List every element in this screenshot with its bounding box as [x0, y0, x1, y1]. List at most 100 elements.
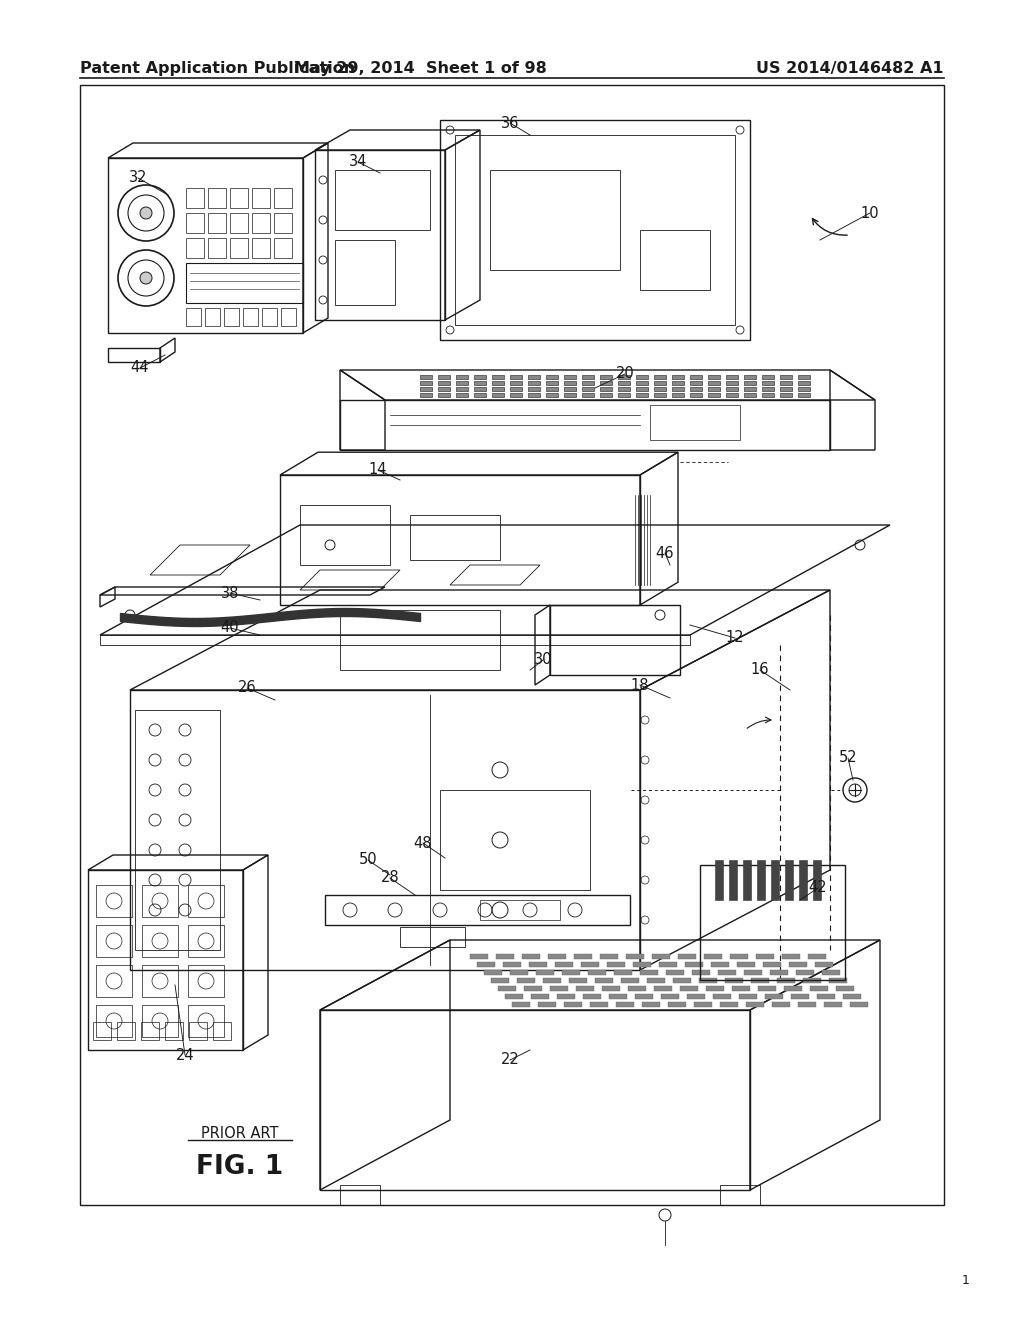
Polygon shape: [564, 393, 575, 397]
Polygon shape: [618, 393, 630, 397]
Polygon shape: [438, 381, 450, 385]
Bar: [548, 954, 566, 960]
Polygon shape: [798, 375, 810, 379]
Polygon shape: [474, 375, 486, 379]
Polygon shape: [618, 381, 630, 385]
Text: 34: 34: [349, 154, 368, 169]
Polygon shape: [528, 393, 540, 397]
Polygon shape: [636, 387, 648, 391]
Bar: [705, 954, 722, 960]
Polygon shape: [528, 381, 540, 385]
Text: 40: 40: [221, 620, 240, 635]
Bar: [564, 1002, 582, 1007]
Bar: [798, 1002, 816, 1007]
Text: 28: 28: [381, 870, 399, 886]
Text: 32: 32: [129, 170, 147, 186]
Bar: [614, 970, 632, 975]
Bar: [569, 978, 587, 983]
Bar: [813, 861, 821, 900]
Text: US 2014/0146482 A1: US 2014/0146482 A1: [757, 61, 944, 75]
Bar: [732, 986, 750, 991]
Polygon shape: [672, 393, 684, 397]
Bar: [581, 962, 599, 968]
Polygon shape: [798, 387, 810, 391]
Bar: [470, 954, 488, 960]
Bar: [815, 962, 833, 968]
Bar: [744, 970, 762, 975]
Polygon shape: [726, 387, 738, 391]
Polygon shape: [780, 375, 792, 379]
Polygon shape: [510, 381, 522, 385]
Bar: [543, 978, 561, 983]
Polygon shape: [600, 387, 612, 391]
Bar: [517, 978, 535, 983]
Polygon shape: [510, 375, 522, 379]
Polygon shape: [654, 375, 666, 379]
Polygon shape: [546, 393, 558, 397]
Text: Patent Application Publication: Patent Application Publication: [80, 61, 355, 75]
Bar: [484, 970, 502, 975]
Bar: [595, 978, 613, 983]
Polygon shape: [798, 393, 810, 397]
Polygon shape: [762, 381, 774, 385]
Bar: [666, 970, 684, 975]
Polygon shape: [456, 381, 468, 385]
Polygon shape: [708, 387, 720, 391]
Polygon shape: [672, 375, 684, 379]
Bar: [662, 994, 679, 999]
Text: 46: 46: [655, 545, 674, 561]
Bar: [829, 978, 847, 983]
Bar: [680, 986, 698, 991]
Bar: [668, 1002, 686, 1007]
Polygon shape: [546, 375, 558, 379]
Bar: [715, 861, 723, 900]
Polygon shape: [690, 387, 702, 391]
Bar: [496, 954, 514, 960]
Bar: [785, 861, 793, 900]
Text: May 29, 2014  Sheet 1 of 98: May 29, 2014 Sheet 1 of 98: [294, 61, 547, 75]
Polygon shape: [420, 375, 432, 379]
Text: 20: 20: [615, 367, 635, 381]
Bar: [628, 986, 646, 991]
Bar: [699, 978, 717, 983]
Polygon shape: [654, 387, 666, 391]
Bar: [583, 994, 601, 999]
Bar: [772, 1002, 790, 1007]
Bar: [562, 970, 580, 975]
Bar: [725, 978, 743, 983]
Bar: [602, 986, 620, 991]
Bar: [803, 978, 821, 983]
Text: 38: 38: [221, 586, 240, 601]
Bar: [822, 970, 840, 975]
Polygon shape: [420, 387, 432, 391]
Polygon shape: [528, 375, 540, 379]
Text: 50: 50: [358, 853, 377, 867]
Polygon shape: [708, 381, 720, 385]
Polygon shape: [564, 375, 575, 379]
Bar: [737, 962, 755, 968]
Bar: [609, 994, 627, 999]
Polygon shape: [744, 381, 756, 385]
Bar: [756, 954, 774, 960]
Circle shape: [140, 272, 152, 284]
Polygon shape: [726, 381, 738, 385]
Polygon shape: [780, 387, 792, 391]
Bar: [810, 986, 828, 991]
Polygon shape: [708, 393, 720, 397]
Polygon shape: [726, 375, 738, 379]
Polygon shape: [762, 393, 774, 397]
Bar: [498, 986, 516, 991]
Bar: [621, 978, 639, 983]
Polygon shape: [492, 381, 504, 385]
Bar: [796, 970, 814, 975]
Bar: [718, 970, 736, 975]
Bar: [524, 986, 542, 991]
Bar: [635, 994, 653, 999]
Polygon shape: [420, 381, 432, 385]
Polygon shape: [582, 387, 594, 391]
Bar: [790, 962, 807, 968]
Polygon shape: [672, 381, 684, 385]
Text: 22: 22: [501, 1052, 519, 1068]
Bar: [694, 1002, 712, 1007]
Bar: [80, 84, 944, 1205]
